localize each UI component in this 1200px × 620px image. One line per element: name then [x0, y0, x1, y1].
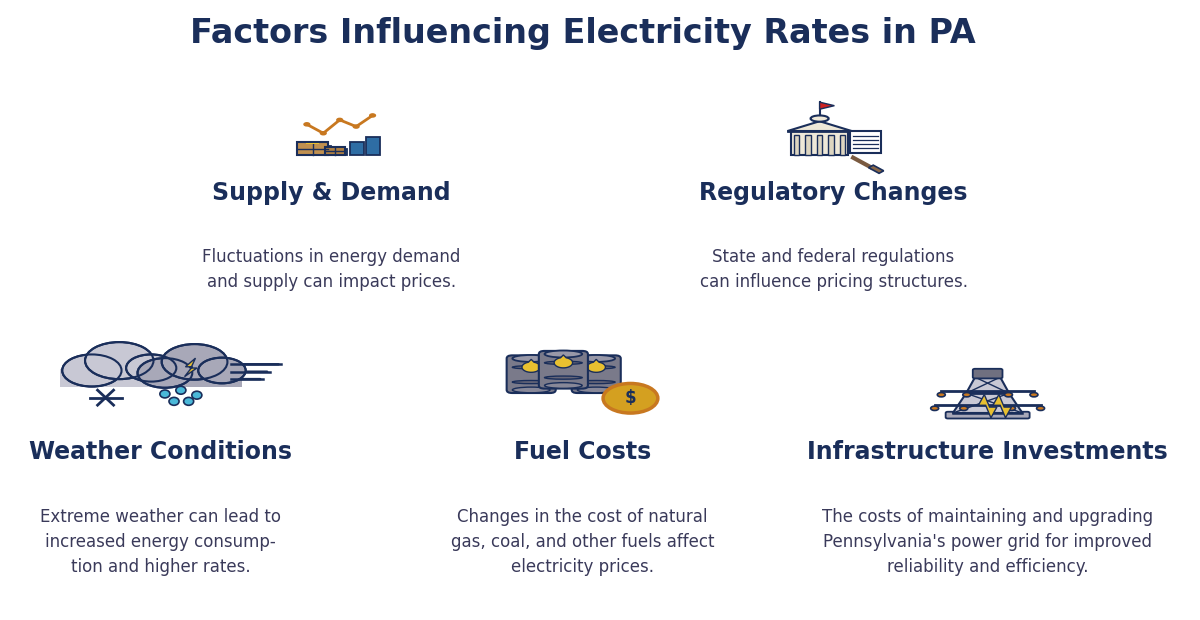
Ellipse shape: [512, 387, 550, 392]
Polygon shape: [787, 122, 852, 131]
Polygon shape: [992, 394, 1012, 418]
Circle shape: [353, 125, 359, 128]
Bar: [805, 135, 811, 156]
Circle shape: [370, 114, 376, 117]
Ellipse shape: [545, 376, 582, 379]
Bar: [317, 146, 331, 156]
Ellipse shape: [184, 397, 193, 405]
Ellipse shape: [545, 361, 582, 365]
Circle shape: [1008, 406, 1015, 410]
Bar: [366, 137, 380, 156]
Circle shape: [337, 118, 342, 122]
Bar: [828, 135, 834, 156]
Ellipse shape: [512, 355, 550, 362]
Circle shape: [960, 406, 967, 410]
Bar: [151, 373, 242, 386]
Circle shape: [931, 406, 938, 410]
Bar: [791, 131, 848, 156]
Circle shape: [304, 123, 310, 126]
Ellipse shape: [545, 350, 582, 358]
Ellipse shape: [176, 386, 186, 394]
FancyBboxPatch shape: [946, 412, 1030, 418]
Circle shape: [138, 358, 192, 388]
Text: $: $: [625, 389, 636, 407]
Circle shape: [85, 342, 154, 379]
Circle shape: [604, 383, 658, 413]
Ellipse shape: [577, 355, 616, 362]
Ellipse shape: [160, 390, 170, 398]
Bar: [850, 131, 881, 153]
Bar: [325, 146, 344, 156]
Circle shape: [937, 392, 946, 397]
Bar: [300, 149, 314, 156]
Ellipse shape: [577, 366, 616, 369]
Polygon shape: [554, 355, 572, 368]
Text: Factors Influencing Electricity Rates in PA: Factors Influencing Electricity Rates in…: [190, 17, 976, 50]
Polygon shape: [978, 394, 997, 418]
Bar: [334, 149, 347, 156]
Text: Infrastructure Investments: Infrastructure Investments: [808, 440, 1168, 464]
Polygon shape: [522, 360, 540, 373]
FancyBboxPatch shape: [539, 351, 588, 389]
Polygon shape: [185, 358, 197, 377]
Text: Fuel Costs: Fuel Costs: [514, 440, 652, 464]
Bar: [306, 143, 319, 144]
Polygon shape: [820, 102, 834, 109]
Bar: [793, 135, 799, 156]
Circle shape: [162, 344, 228, 379]
FancyBboxPatch shape: [506, 355, 556, 393]
Text: The costs of maintaining and upgrading
Pennsylvania's power grid for improved
re: The costs of maintaining and upgrading P…: [822, 508, 1153, 575]
Polygon shape: [587, 360, 606, 373]
Ellipse shape: [512, 381, 550, 384]
FancyBboxPatch shape: [571, 355, 620, 393]
Polygon shape: [953, 393, 1022, 413]
Circle shape: [1037, 406, 1044, 410]
Circle shape: [1004, 392, 1013, 397]
Circle shape: [126, 355, 176, 381]
Ellipse shape: [169, 397, 179, 405]
Text: Extreme weather can lead to
increased energy consump-
tion and higher rates.: Extreme weather can lead to increased en…: [40, 508, 281, 575]
Bar: [817, 135, 822, 156]
Bar: [840, 135, 846, 156]
Circle shape: [198, 358, 246, 383]
Ellipse shape: [192, 391, 202, 399]
Ellipse shape: [545, 383, 582, 388]
Text: Fluctuations in energy demand
and supply can impact prices.: Fluctuations in energy demand and supply…: [203, 248, 461, 291]
Ellipse shape: [810, 115, 829, 122]
Text: Regulatory Changes: Regulatory Changes: [700, 181, 968, 205]
Bar: [60, 370, 161, 386]
Circle shape: [962, 392, 971, 397]
Text: Weather Conditions: Weather Conditions: [29, 440, 292, 464]
Bar: [296, 142, 329, 156]
Polygon shape: [966, 377, 1009, 393]
Ellipse shape: [577, 381, 616, 384]
FancyBboxPatch shape: [973, 369, 1002, 378]
Circle shape: [320, 131, 326, 135]
Ellipse shape: [512, 366, 550, 369]
Ellipse shape: [577, 387, 616, 392]
Text: Changes in the cost of natural
gas, coal, and other fuels affect
electricity pri: Changes in the cost of natural gas, coal…: [451, 508, 714, 575]
Text: Supply & Demand: Supply & Demand: [212, 181, 451, 205]
Polygon shape: [869, 165, 883, 174]
Circle shape: [62, 355, 121, 386]
Circle shape: [1030, 392, 1038, 397]
Bar: [349, 142, 364, 156]
Text: State and federal regulations
can influence pricing structures.: State and federal regulations can influe…: [700, 248, 967, 291]
